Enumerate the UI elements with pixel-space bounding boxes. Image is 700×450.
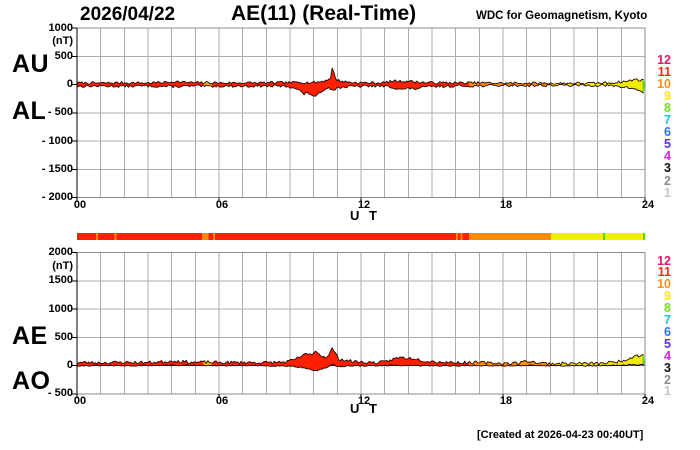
x-tick-label: 06 bbox=[215, 198, 229, 211]
series-label-au: AU bbox=[12, 50, 50, 78]
activity-level-1: 1 bbox=[664, 185, 671, 200]
y-tick-label: - 500 bbox=[47, 387, 73, 400]
created-timestamp: [Created at 2026-04-23 00:40UT] bbox=[477, 429, 644, 441]
x-axis-title-top: U T bbox=[350, 208, 380, 223]
y-tick-label: - 1000 bbox=[41, 134, 73, 147]
y-tick-label: 1000 bbox=[48, 21, 73, 34]
data-source-label: WDC for Geomagnetism, Kyoto bbox=[476, 10, 648, 22]
activity-level-10: 10 bbox=[657, 76, 671, 91]
x-axis-title-bottom: U T bbox=[350, 401, 380, 416]
y-tick-label: - 500 bbox=[47, 106, 73, 119]
activity-level-12: 12 bbox=[657, 52, 671, 67]
activity-level-2: 2 bbox=[664, 372, 671, 387]
x-tick-label: 18 bbox=[499, 198, 513, 211]
series-label-ao: AO bbox=[12, 367, 51, 395]
activity-level-2: 2 bbox=[664, 173, 671, 188]
x-tick-label: 12 bbox=[357, 395, 371, 407]
x-tick-label: 24 bbox=[641, 395, 655, 407]
y-tick-label: 0 bbox=[66, 78, 73, 90]
x-tick-label: 12 bbox=[357, 198, 371, 211]
activity-level-8: 8 bbox=[664, 301, 671, 316]
series-label-al: AL bbox=[12, 97, 47, 125]
activity-level-3: 3 bbox=[664, 161, 671, 176]
activity-level-1: 1 bbox=[664, 384, 671, 399]
activity-level-9: 9 bbox=[664, 88, 671, 103]
activity-level-10: 10 bbox=[657, 277, 671, 292]
activity-level-11: 11 bbox=[657, 265, 671, 280]
x-tick-label: 00 bbox=[73, 395, 87, 407]
y-tick-label: 1000 bbox=[48, 302, 73, 315]
activity-level-5: 5 bbox=[664, 137, 671, 152]
y-tick-label: 1500 bbox=[48, 274, 73, 287]
y-tick-label: 500 bbox=[54, 49, 73, 62]
y-axis-unit-label: (nT) bbox=[52, 35, 73, 47]
activity-level-4: 4 bbox=[664, 348, 671, 363]
y-tick-label: - 1500 bbox=[41, 162, 73, 175]
activity-level-8: 8 bbox=[664, 100, 671, 115]
activity-level-6: 6 bbox=[664, 125, 671, 140]
activity-level-11: 11 bbox=[657, 64, 671, 79]
y-tick-label: 500 bbox=[54, 330, 73, 343]
activity-level-5: 5 bbox=[664, 336, 671, 351]
activity-level-7: 7 bbox=[664, 113, 671, 127]
x-tick-label: 06 bbox=[215, 395, 229, 407]
page-title: AE(11) (Real-Time) bbox=[231, 2, 417, 25]
plot-date: 2026/04/22 bbox=[80, 4, 176, 25]
y-tick-label: - 2000 bbox=[41, 191, 73, 203]
y-tick-label: 0 bbox=[66, 359, 73, 372]
activity-level-12: 12 bbox=[657, 253, 671, 268]
series-label-ae: AE bbox=[12, 322, 48, 350]
x-tick-label: 00 bbox=[73, 198, 87, 211]
activity-level-9: 9 bbox=[664, 289, 671, 304]
y-axis-unit-label: (nT) bbox=[52, 259, 73, 272]
activity-level-6: 6 bbox=[664, 324, 671, 339]
x-tick-label: 24 bbox=[641, 198, 655, 211]
x-tick-label: 18 bbox=[499, 395, 513, 407]
y-tick-label: 2000 bbox=[48, 246, 73, 258]
activity-level-7: 7 bbox=[664, 313, 671, 327]
activity-level-3: 3 bbox=[664, 360, 671, 375]
activity-level-4: 4 bbox=[664, 149, 671, 164]
